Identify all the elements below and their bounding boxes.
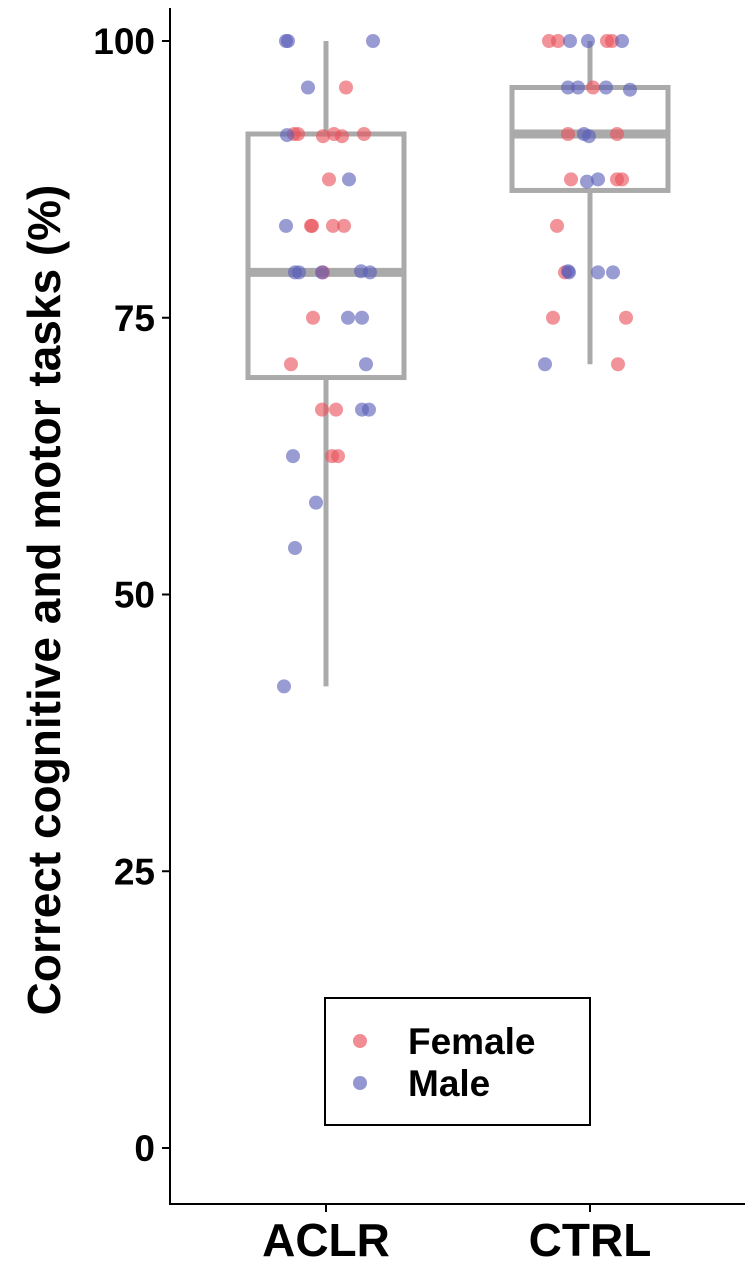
points-layer: [277, 34, 637, 694]
point-male: [591, 172, 605, 187]
point-female: [335, 129, 349, 144]
point-male: [288, 541, 302, 556]
legend-female-marker: [353, 1034, 367, 1048]
point-male: [280, 128, 294, 143]
x-tick-label-aclr: ACLR: [262, 1214, 390, 1265]
point-female: [306, 310, 320, 325]
point-female: [619, 310, 633, 325]
point-female: [322, 172, 336, 187]
x-tick-label-ctrl: CTRL: [529, 1214, 652, 1265]
y-tick-label-25: 25: [114, 851, 155, 892]
point-female: [564, 172, 578, 187]
point-female: [284, 357, 298, 372]
axes-layer: [169, 8, 745, 1205]
point-female: [291, 126, 305, 141]
point-female: [357, 126, 371, 141]
point-male: [292, 265, 306, 280]
point-female: [337, 218, 351, 233]
point-male: [355, 310, 369, 325]
point-male: [591, 265, 605, 280]
legend-box: [324, 997, 591, 1126]
point-female: [611, 357, 625, 372]
point-male: [615, 34, 629, 48]
point-male: [606, 265, 620, 280]
point-female: [610, 126, 624, 141]
ticks-layer: 0 25 50 75 100 ACLR CTRL: [93, 21, 651, 1265]
point-male: [281, 34, 295, 48]
point-female: [551, 34, 565, 48]
point-male: [286, 449, 300, 464]
point-male: [599, 80, 613, 95]
point-male: [580, 174, 594, 189]
box-aclr: [245, 131, 407, 381]
point-male: [581, 34, 595, 48]
legend-male-marker: [353, 1076, 367, 1090]
point-male: [363, 265, 377, 280]
point-female: [615, 172, 629, 187]
point-male: [359, 357, 373, 372]
point-male: [279, 218, 293, 233]
point-male: [315, 265, 329, 280]
point-male: [277, 679, 291, 694]
point-male: [571, 80, 585, 95]
point-male: [538, 357, 552, 372]
point-male: [623, 82, 637, 97]
point-female: [305, 218, 319, 233]
y-axis-title: Correct cognitive and motor tasks (%): [18, 185, 70, 1016]
point-male: [342, 172, 356, 187]
point-male: [582, 129, 596, 144]
point-male: [301, 80, 315, 95]
point-female: [315, 402, 329, 417]
y-tick-label-75: 75: [114, 298, 155, 339]
legend-male-label: Male: [408, 1063, 490, 1104]
legend-female-label: Female: [408, 1021, 536, 1062]
point-male: [366, 34, 380, 48]
point-female: [339, 80, 353, 95]
y-tick-label-100: 100: [93, 21, 155, 62]
point-male: [362, 402, 376, 417]
legend: Female Male: [324, 997, 591, 1126]
boxes-layer: [245, 41, 671, 687]
point-male: [309, 495, 323, 510]
point-male: [561, 80, 575, 95]
point-female: [586, 80, 600, 95]
point-female: [329, 402, 343, 417]
y-tick-label-50: 50: [114, 575, 155, 616]
point-female: [546, 310, 560, 325]
point-male: [562, 265, 576, 280]
point-female: [605, 34, 619, 48]
point-female: [326, 218, 340, 233]
point-female: [561, 126, 575, 141]
y-tick-label-0: 0: [134, 1128, 155, 1169]
point-male: [341, 310, 355, 325]
point-female: [550, 218, 564, 233]
point-female: [331, 449, 345, 464]
point-female: [316, 129, 330, 144]
point-male: [563, 34, 577, 48]
